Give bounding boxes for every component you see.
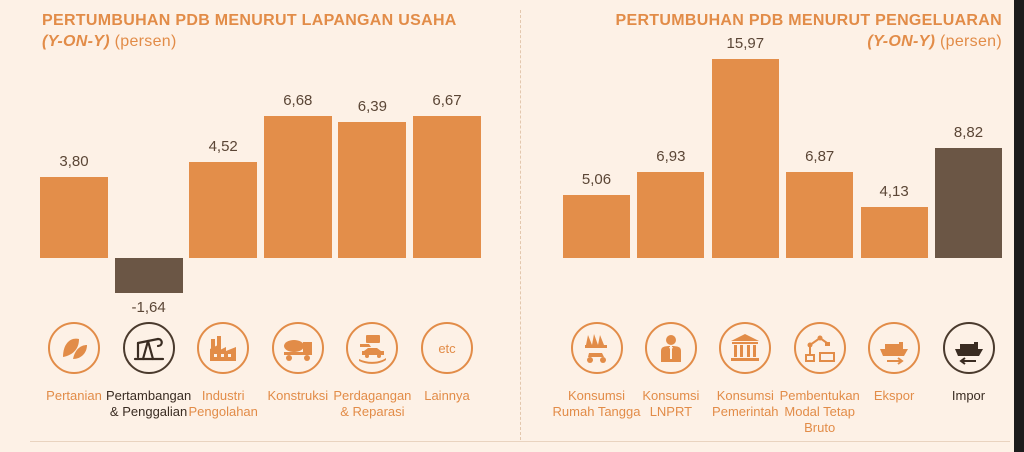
right-value-label: 15,97 [726,35,765,53]
category-label-line: Pemerintah [712,404,779,419]
right-category-label: Pembentukan Modal Tetap Bruto [774,388,866,436]
right-subtitle-unit: (persen) [935,33,1002,50]
right-bar [637,171,705,258]
etc-icon-text: etc [438,340,456,356]
category-label-line: Modal Tetap [784,404,855,419]
category-label-line: Pertanian [46,388,102,403]
ship-import-icon [942,322,995,374]
right-bar [563,195,630,258]
left-bar [189,161,258,258]
right-category-label: Impor [923,388,1015,404]
left-value-label: 4,52 [208,137,238,155]
right-value-label: 8,82 [953,124,984,142]
left-bar [40,177,108,258]
left-subtitle-yoy: (Y-ON-Y) [42,33,110,50]
panel-divider [520,10,521,440]
bottom-rule [30,441,1010,442]
left-bar [263,115,332,258]
left-subtitle-unit: (persen) [109,33,177,50]
right-value-label: 5,06 [581,171,612,188]
etc-icon: etc [421,322,473,374]
ship-export-icon [868,322,921,374]
right-edge-strip [1014,0,1024,452]
left-bar [114,258,183,293]
robot-arm-icon [793,322,846,374]
left-category-label: Industri Pengolahan [177,388,269,420]
right-value-label: 6,87 [805,148,835,166]
right-category-label: Konsumsi LNPRT [625,388,717,420]
category-label-line: Pembentukan [779,388,860,403]
left-value-label: 6,67 [432,91,462,109]
right-value-label: 6,93 [656,147,686,165]
right-value-label: 4,13 [879,182,909,200]
right-category-label: Konsumsi Rumah Tangga [551,388,643,420]
left-category-label: Lainnya [401,388,493,404]
category-label-line: Bruto [804,420,836,435]
household-consumption-icon [570,322,623,374]
category-label-line: Perdagangan [333,388,412,403]
government-building-icon [719,322,772,374]
category-label-line: Rumah Tangga [552,404,641,419]
cement-truck-icon [271,322,324,374]
oil-pump-icon [122,322,175,374]
category-label-line: Pengolahan [188,404,258,419]
left-subtitle-line: (Y-ON-Y) (persen) [42,33,457,51]
left-category-label: Perdagangan & Reparasi [326,388,418,420]
left-category-label: Pertambangan & Penggalian [103,388,195,420]
right-bar [935,148,1002,258]
category-label-line: Konsumsi [716,388,774,403]
right-subtitle-line: (Y-ON-Y) (persen) [616,33,1003,51]
right-chart-title: PERTUMBUHAN PDB MENURUT PENGELUARAN (Y-O… [616,12,1003,51]
factory-icon [197,322,250,374]
left-value-label: 6,68 [283,91,313,109]
category-label-line: Konstruksi [267,388,329,403]
left-bar [413,115,481,258]
right-subtitle-yoy: (Y-ON-Y) [867,33,936,50]
category-label-line: & Reparasi [340,404,405,419]
trade-hand-car-icon [346,322,399,374]
left-title-line: PERTUMBUHAN PDB MENURUT LAPANGAN USAHA [42,12,457,29]
right-bar [711,59,779,258]
category-label-line: Lainnya [424,388,470,403]
left-chart-title: PERTUMBUHAN PDB MENURUT LAPANGAN USAHA (… [42,12,457,51]
left-category-label: Konstruksi [252,388,344,404]
category-label-line: Konsumsi [642,388,700,403]
category-label-line: Ekspor [873,388,915,403]
right-bar [860,206,928,258]
category-label-line: Konsumsi [567,388,626,403]
left-category-label: Pertanian [28,388,120,404]
right-category-label: Ekspor [848,388,940,404]
left-value-label: 3,80 [59,153,89,171]
category-label-line: Pertambangan [105,388,192,403]
left-value-label: -1,64 [131,298,166,316]
person-icon [644,322,697,374]
right-bar [786,172,854,258]
left-value-label: 6,39 [357,97,387,115]
category-label-line: Industri [201,388,245,403]
category-label-line: LNPRT [649,404,693,419]
left-bar [338,121,407,258]
category-label-line: & Penggalian [109,404,188,419]
category-label-line: Impor [951,388,986,403]
leaf-icon [48,322,100,374]
right-title-line: PERTUMBUHAN PDB MENURUT PENGELUARAN [615,12,1002,29]
right-category-label: Konsumsi Pemerintah [699,388,791,420]
